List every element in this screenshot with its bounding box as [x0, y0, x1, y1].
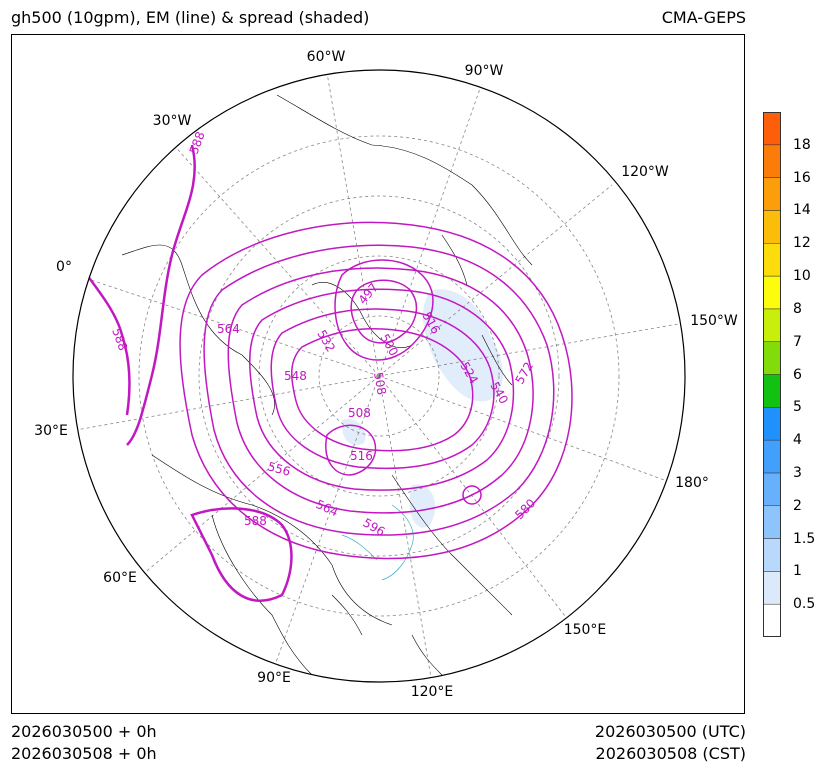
contour-label: 508 — [371, 371, 389, 396]
colorbar-tick-label: 3 — [793, 464, 802, 481]
colorbar-tick-label: 10 — [793, 268, 811, 285]
lon-label: 30°W — [152, 113, 192, 129]
colorbar-segment — [763, 144, 781, 178]
contour-label: 588 — [244, 514, 267, 528]
colorbar-tick-label: 14 — [793, 202, 811, 219]
lon-label: 180° — [675, 475, 709, 491]
graticule — [75, 70, 685, 682]
colorbar-tick-label: 0.5 — [793, 596, 816, 613]
map-frame: 588 588 564 497 516 532 500 548 508 524 … — [11, 34, 745, 714]
colorbar-border — [763, 112, 781, 637]
contour-label: 548 — [284, 369, 307, 383]
init-time-utc: 2026030500 (UTC) — [594, 722, 746, 741]
colorbar-tick-label: 8 — [793, 300, 802, 317]
colorbar-tick-label: 4 — [793, 432, 802, 449]
lon-label: 150°E — [563, 622, 607, 638]
contour-label: 497 — [356, 280, 381, 307]
colorbar-tick-label: 16 — [793, 169, 811, 186]
contour-label: 532 — [314, 328, 338, 355]
colorbar-tick-label: 5 — [793, 399, 802, 416]
spread-shading — [341, 289, 504, 528]
colorbar-segment — [763, 439, 781, 474]
lon-label: 60°E — [103, 570, 137, 586]
colorbar-segment — [763, 243, 781, 277]
rivers — [341, 504, 414, 581]
init-time-left: 2026030500 + 0h — [11, 722, 157, 741]
contour-label: 556 — [266, 459, 292, 478]
lon-label: 150°W — [690, 313, 738, 329]
colorbar-segment — [763, 374, 781, 408]
contour-label: 508 — [348, 406, 371, 420]
colorbar-tick-label: 1.5 — [793, 530, 816, 547]
lon-label: 120°E — [410, 684, 454, 700]
lon-label: 120°W — [621, 164, 669, 180]
lon-label: 90°W — [464, 63, 504, 79]
valid-time-left: 2026030508 + 0h — [11, 744, 157, 763]
colorbar-tick-label: 2 — [793, 497, 802, 514]
colorbar-segment — [763, 177, 781, 211]
polar-map[interactable]: 588 588 564 497 516 532 500 548 508 524 … — [12, 35, 744, 713]
valid-time-cst: 2026030508 (CST) — [595, 744, 746, 763]
colorbar-segment — [763, 112, 781, 146]
colorbar-tick-label: 12 — [793, 235, 811, 252]
contour-label: 500 — [377, 332, 401, 359]
colorbar-tick-label: 6 — [793, 366, 802, 383]
lon-label: 0° — [56, 259, 72, 275]
gh500-contours — [85, 144, 573, 602]
lon-label: 90°E — [257, 670, 291, 686]
colorbar-tick-label: 1 — [793, 563, 802, 580]
colorbar-segment — [763, 571, 781, 605]
colorbar-segment — [763, 407, 781, 441]
lon-label: 60°W — [306, 49, 346, 65]
colorbar-tick-label: 18 — [793, 136, 811, 153]
model-name: CMA-GEPS — [661, 8, 746, 27]
contour-label: 564 — [314, 497, 341, 519]
colorbar-segment — [763, 505, 781, 539]
colorbar-tick-label: 7 — [793, 333, 802, 350]
map-boundary — [72, 69, 686, 683]
colorbar-segment — [763, 538, 781, 572]
contour-label: 516 — [350, 449, 373, 463]
lon-label: 30°E — [34, 423, 68, 439]
colorbar-segment — [763, 603, 781, 637]
colorbar-segment — [763, 210, 781, 244]
map-title: gh500 (10gpm), EM (line) & spread (shade… — [11, 8, 370, 27]
colorbar-segment — [763, 308, 781, 342]
colorbar-segment — [763, 472, 781, 506]
contour-label: 588 — [187, 130, 208, 156]
colorbar — [763, 112, 781, 637]
colorbar-segment — [763, 275, 781, 310]
coastlines — [121, 94, 533, 676]
colorbar-segment — [763, 341, 781, 375]
contour-label: 588 — [109, 326, 130, 352]
contour-label: 564 — [217, 322, 240, 336]
